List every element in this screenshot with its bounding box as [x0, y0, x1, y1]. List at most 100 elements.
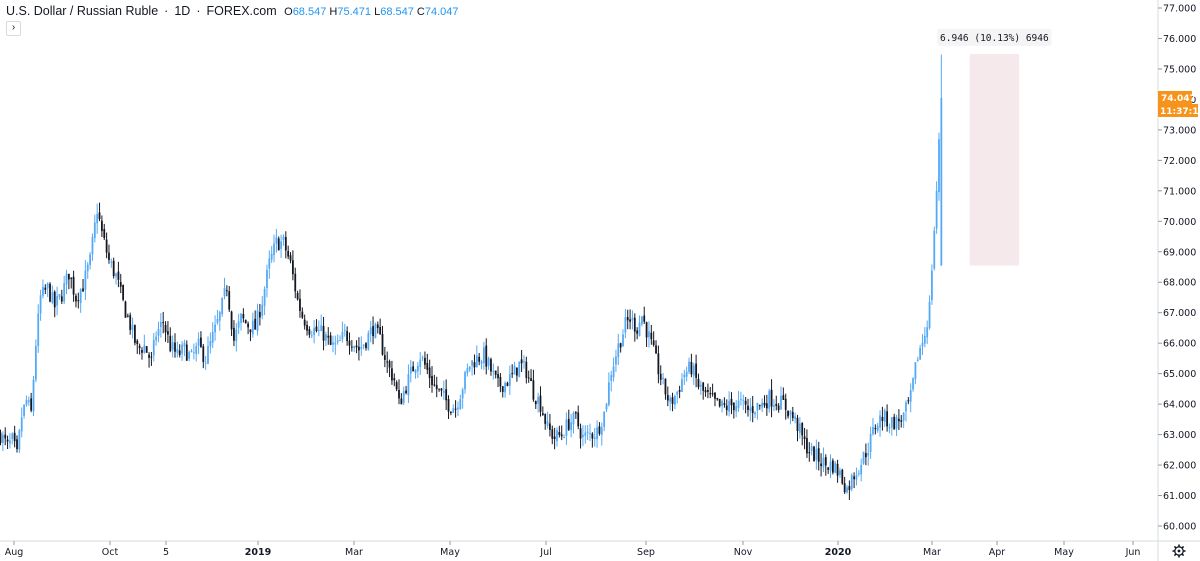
- candle: [176, 341, 179, 358]
- candle-body: [192, 352, 195, 354]
- candle-body: [108, 252, 110, 260]
- candle: [346, 326, 349, 346]
- candle: [143, 334, 146, 354]
- y-tick-label: 72.000: [1163, 156, 1196, 167]
- candle: [428, 359, 431, 389]
- candle: [409, 359, 412, 383]
- candle: [32, 375, 35, 417]
- candle: [501, 386, 504, 398]
- candle: [287, 245, 290, 260]
- candle-body: [749, 407, 752, 411]
- candle-body: [867, 452, 870, 456]
- candle-body: [152, 339, 155, 356]
- interval-label[interactable]: 1D: [174, 4, 191, 18]
- symbol-title[interactable]: U.S. Dollar / Russian Ruble: [6, 4, 159, 18]
- candle: [442, 380, 445, 400]
- candle-body: [702, 382, 705, 391]
- candle: [192, 343, 195, 360]
- candle: [424, 351, 426, 370]
- time-axis[interactable]: Aug Oct 5 2019 Mar May Jul Sep Nov 2020 Mar Apr May J…: [5, 541, 1141, 558]
- candle: [513, 361, 516, 375]
- candle: [579, 423, 582, 449]
- last-price-badge: 74.047 11:37:16: [1158, 90, 1200, 117]
- candle: [174, 333, 176, 358]
- candle-body: [162, 322, 165, 324]
- candle-body: [176, 349, 179, 353]
- candle: [808, 442, 811, 462]
- candle-body: [907, 400, 910, 402]
- candle: [89, 251, 92, 270]
- candle-body: [789, 411, 792, 415]
- y-tick-label: 64.000: [1163, 400, 1196, 411]
- plot-area[interactable]: [0, 0, 1158, 541]
- candle: [504, 381, 507, 398]
- candle-body: [516, 367, 518, 376]
- candle: [673, 394, 676, 410]
- candle-body: [574, 412, 577, 414]
- candle: [567, 409, 570, 432]
- candle: [291, 250, 294, 281]
- candle-body: [723, 403, 726, 405]
- candle: [169, 327, 172, 353]
- candle: [25, 395, 28, 407]
- y-tick-label: 63.000: [1163, 430, 1196, 441]
- candle-body: [794, 416, 797, 420]
- candle-body: [612, 366, 615, 378]
- candle-body: [13, 432, 16, 442]
- candle: [301, 307, 304, 319]
- candle: [801, 422, 804, 446]
- candle: [876, 422, 879, 433]
- candle-body: [810, 446, 813, 451]
- candle: [416, 361, 419, 379]
- candle-body: [640, 316, 643, 325]
- candle-body: [44, 287, 47, 290]
- candle: [728, 391, 731, 417]
- candle-body: [822, 457, 825, 468]
- candle-body: [886, 411, 889, 427]
- candle: [622, 329, 624, 347]
- candle: [150, 351, 153, 366]
- candle-body: [685, 371, 688, 377]
- candle-body: [664, 378, 667, 395]
- candle-body: [652, 340, 655, 346]
- candle-body: [900, 420, 903, 422]
- candle-body: [202, 346, 205, 362]
- candle-body: [438, 388, 440, 390]
- candle-body: [126, 315, 129, 317]
- candle-body: [879, 415, 881, 428]
- candle: [582, 425, 584, 447]
- candle-body: [610, 375, 613, 381]
- candle-body: [631, 317, 634, 321]
- candle-body: [320, 325, 323, 331]
- x-tick-label: Jul: [539, 547, 551, 558]
- candle: [343, 323, 346, 337]
- candle: [0, 429, 2, 446]
- chart-legend[interactable]: U.S. Dollar / Russian Ruble · 1D · FOREX.com…: [6, 4, 459, 18]
- candle: [1, 431, 4, 451]
- settings-icon[interactable]: [1172, 544, 1186, 558]
- candle: [666, 386, 669, 407]
- candle: [277, 236, 280, 251]
- candle: [893, 413, 896, 430]
- measure-range-box[interactable]: [969, 53, 1020, 266]
- candle-body: [46, 283, 49, 289]
- candle: [237, 313, 240, 334]
- candle-body: [457, 407, 459, 410]
- candle-body: [365, 343, 367, 349]
- candle: [433, 374, 436, 387]
- x-tick-label: 2020: [825, 547, 852, 558]
- candle-body: [299, 298, 301, 311]
- candle: [511, 364, 514, 378]
- candle-body: [721, 400, 723, 407]
- candle-body: [737, 400, 740, 408]
- price-axis[interactable]: 77.00076.00075.00074.00073.00072.00071.0…: [1158, 4, 1196, 533]
- candle: [431, 366, 433, 393]
- measure-tool[interactable]: 6.946 (10.13%) 6946: [937, 28, 1052, 266]
- candle: [435, 376, 438, 398]
- candle: [447, 395, 450, 420]
- collapse-legend-button[interactable]: ›: [6, 21, 21, 36]
- candle-body: [400, 398, 403, 405]
- candle-body: [223, 288, 226, 297]
- candle: [603, 411, 606, 432]
